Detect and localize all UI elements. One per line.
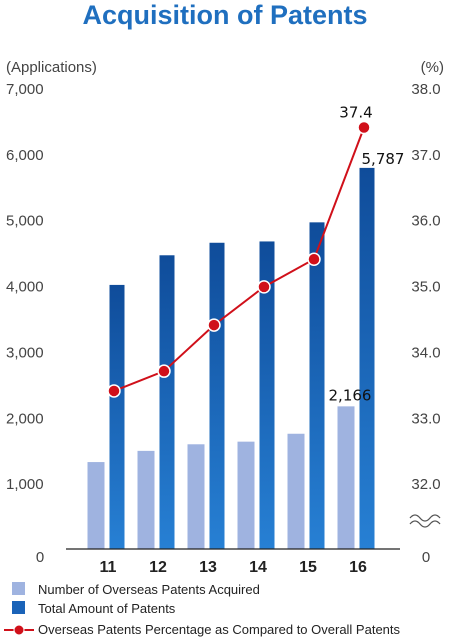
y-left-tick-label: 2,000 <box>6 410 44 427</box>
y-right-tick-label: 38.0 <box>411 81 440 98</box>
legend-swatch-total <box>12 601 25 614</box>
percentage-point <box>357 120 371 135</box>
bar-overseas-patents <box>87 462 105 549</box>
percentage-point <box>207 318 221 332</box>
bar-overseas-patents <box>337 406 355 549</box>
legend: Number of Overseas Patents Acquired Tota… <box>4 582 401 637</box>
bar-total-patents <box>309 222 325 549</box>
legend-swatch-marker <box>13 624 25 636</box>
percentage-point <box>157 364 171 378</box>
y-left-ticks: 0 1,000 2,000 3,000 4,000 5,000 6,000 7,000 <box>6 81 44 566</box>
bar-overseas-patents <box>287 433 305 549</box>
percentage-line <box>113 127 365 392</box>
bar-overseas-patents <box>187 444 205 549</box>
axis-break-icon <box>409 514 441 528</box>
y-right-ticks: 0 32.0 33.0 34.0 35.0 36.0 37.0 38.0 <box>411 81 440 566</box>
y-right-tick-label: 37.0 <box>411 147 440 164</box>
bars-layer <box>87 167 375 550</box>
bar-overseas-patents <box>137 450 155 549</box>
x-category-label: 14 <box>249 559 267 576</box>
percentage-line-layer <box>107 120 371 398</box>
legend-label-total: Total Amount of Patents <box>38 601 176 616</box>
chart-title: Acquisition of Patents <box>82 0 367 30</box>
x-category-label: 16 <box>349 559 367 576</box>
x-category-label: 12 <box>149 559 167 576</box>
y-right-tick-label: 34.0 <box>411 344 440 361</box>
percentage-point <box>307 252 321 266</box>
bar-total-patents <box>359 167 375 550</box>
legend-swatch-overseas <box>12 582 25 595</box>
y-left-tick-label: 5,000 <box>6 213 44 230</box>
x-category-label: 13 <box>199 559 217 576</box>
y-left-tick-label: 0 <box>36 549 44 566</box>
y-left-tick-label: 6,000 <box>6 147 44 164</box>
y-right-tick-label: 32.0 <box>411 476 440 493</box>
y-right-tick-label: 35.0 <box>411 279 440 296</box>
bar-total-patents <box>159 255 175 549</box>
data-label: 5,787 <box>362 150 405 168</box>
bar-total-patents <box>109 284 125 549</box>
bar-overseas-patents <box>237 441 255 549</box>
y-right-axis-label: (%) <box>421 59 444 76</box>
bar-total-patents <box>209 242 225 549</box>
legend-label-percentage: Overseas Patents Percentage as Compared … <box>38 622 401 637</box>
y-left-tick-label: 3,000 <box>6 344 44 361</box>
data-label: 37.4 <box>339 104 372 122</box>
x-category-label: 11 <box>100 559 117 576</box>
legend-label-overseas: Number of Overseas Patents Acquired <box>38 582 260 597</box>
data-label: 2,166 <box>329 386 372 404</box>
bar-total-patents <box>259 241 275 549</box>
y-right-tick-label: 33.0 <box>411 410 440 427</box>
y-left-tick-label: 1,000 <box>6 476 44 493</box>
percentage-point <box>257 280 271 294</box>
y-right-tick-label: 0 <box>422 549 430 566</box>
y-left-tick-label: 7,000 <box>6 81 44 98</box>
percentage-point <box>107 384 121 398</box>
x-category-labels: 11 12 13 14 15 16 <box>100 559 367 576</box>
y-right-tick-label: 36.0 <box>411 213 440 230</box>
y-left-tick-label: 4,000 <box>6 279 44 296</box>
x-category-label: 15 <box>299 559 317 576</box>
y-left-axis-label: (Applications) <box>6 59 97 76</box>
data-labels: 2,166 5,787 37.4 <box>329 104 405 405</box>
